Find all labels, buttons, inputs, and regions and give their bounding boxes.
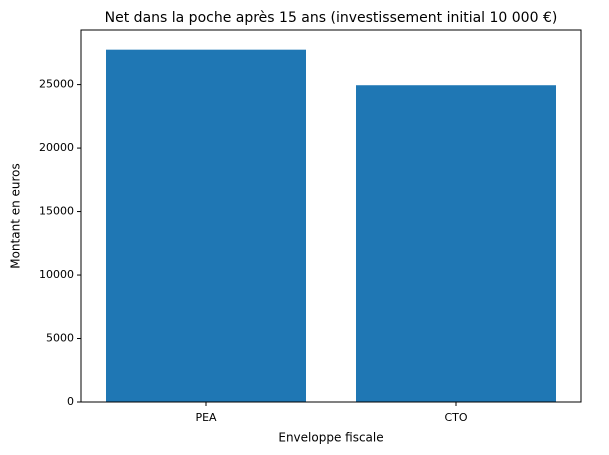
y-tick-label: 5000 bbox=[46, 332, 74, 345]
bar bbox=[106, 49, 306, 403]
y-tick-label: 25000 bbox=[39, 78, 74, 91]
y-tick-label: 20000 bbox=[39, 141, 74, 154]
x-axis-label: Enveloppe fiscale bbox=[278, 431, 383, 445]
y-tick-label: 15000 bbox=[39, 205, 74, 218]
plot-frame bbox=[80, 29, 582, 403]
x-tick-label: CTO bbox=[444, 411, 467, 424]
bar bbox=[356, 85, 556, 402]
y-tick-label: 0 bbox=[67, 395, 74, 408]
y-tick-label: 10000 bbox=[39, 268, 74, 281]
x-tick-label: PEA bbox=[195, 411, 217, 424]
chart-title: Net dans la poche après 15 ans (investis… bbox=[105, 10, 558, 26]
y-axis-label: Montant en euros bbox=[9, 163, 23, 269]
